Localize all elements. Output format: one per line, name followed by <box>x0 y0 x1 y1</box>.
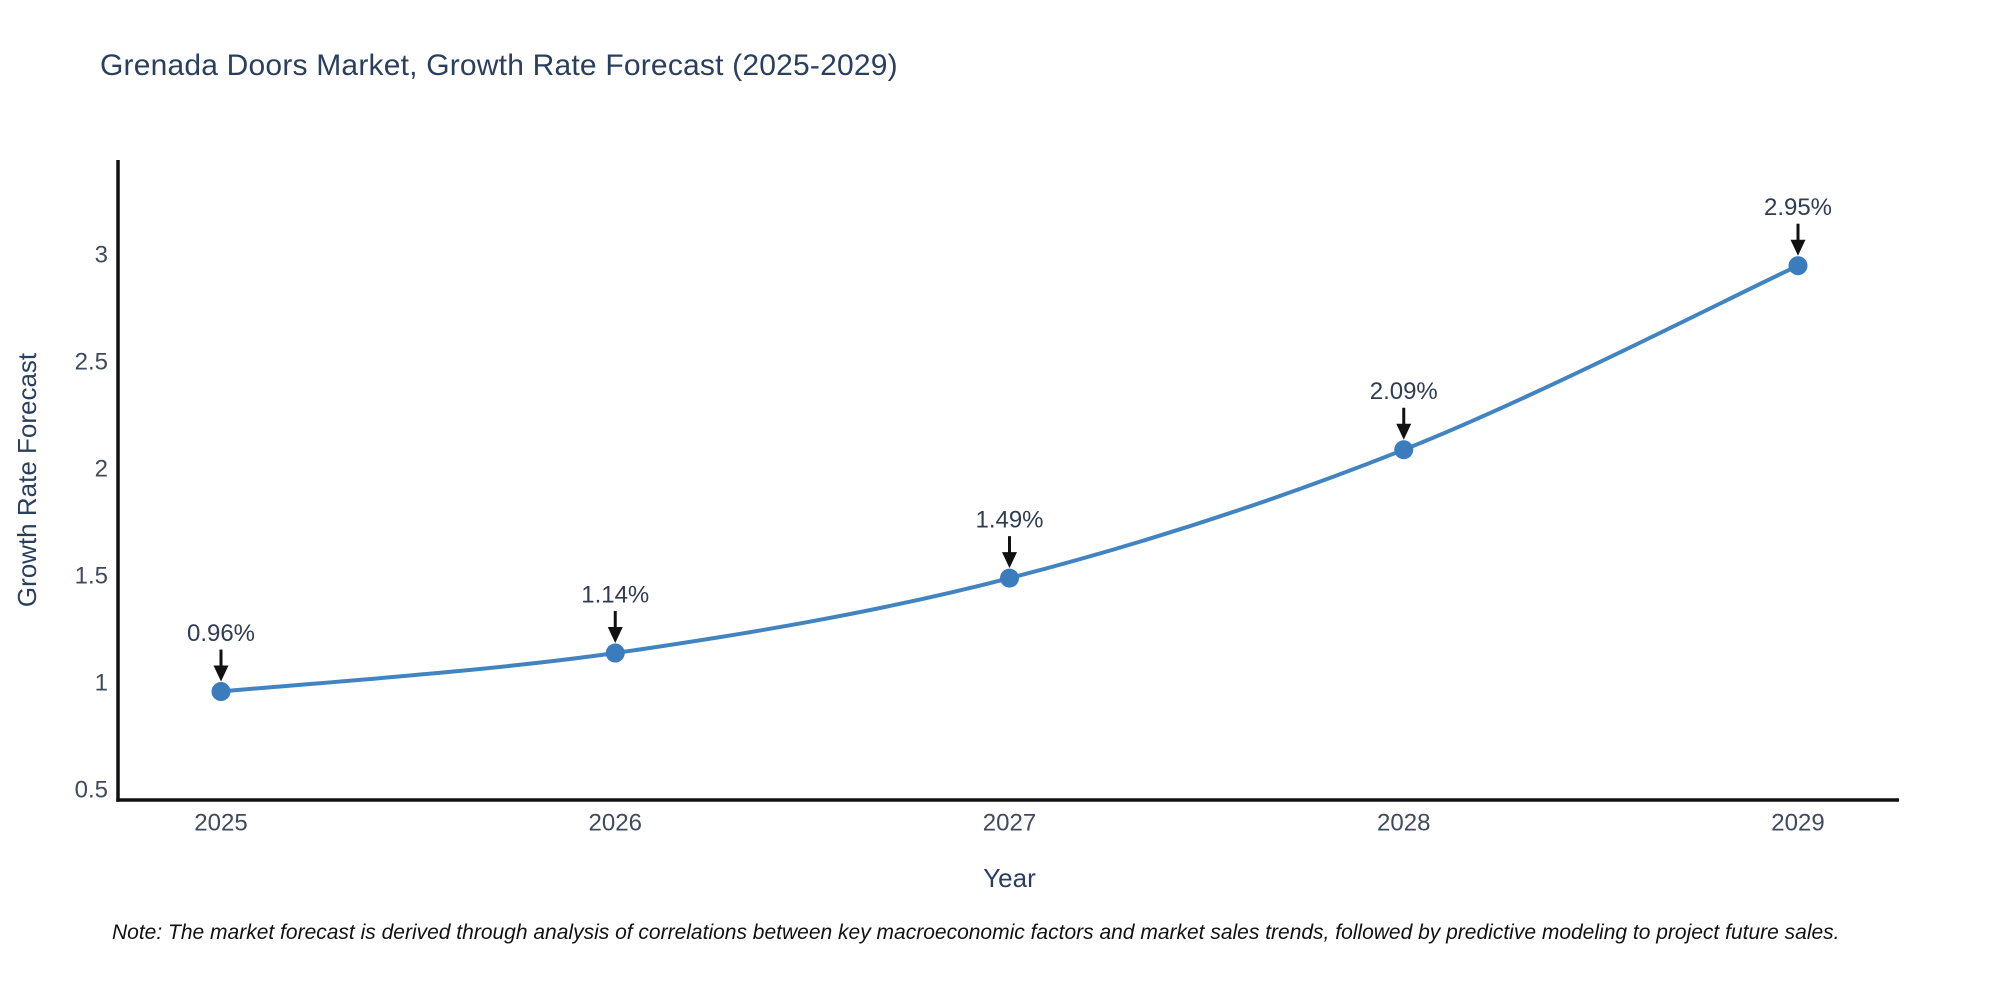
y-axis-title: Growth Rate Forecast <box>12 352 42 607</box>
data-point-marker[interactable] <box>1788 256 1808 276</box>
data-point-marker[interactable] <box>211 682 231 702</box>
footnote-text: Note: The market forecast is derived thr… <box>112 921 1840 944</box>
annotation-arrow-head-icon <box>213 665 229 682</box>
x-tick-label: 2025 <box>194 810 247 837</box>
annotation-arrow-head-icon <box>1002 552 1017 569</box>
data-point-marker[interactable] <box>1394 440 1414 460</box>
data-point-value-label: 1.49% <box>975 507 1043 534</box>
data-point-value-label: 0.96% <box>187 620 255 647</box>
x-tick-label: 2026 <box>589 810 642 837</box>
x-tick-label: 2029 <box>1771 810 1824 837</box>
x-tick-label: 2028 <box>1377 810 1430 837</box>
data-point-value-label: 1.14% <box>581 582 649 609</box>
annotation-arrow-head-icon <box>1396 423 1412 440</box>
data-point-value-label: 2.95% <box>1764 194 1832 221</box>
annotation-arrow-head-icon <box>607 627 623 644</box>
chart-title: Grenada Doors Market, Growth Rate Foreca… <box>100 49 898 82</box>
data-point-marker[interactable] <box>605 643 625 663</box>
x-tick-label: 2027 <box>983 810 1036 837</box>
annotation-arrow-head-icon <box>1790 239 1806 256</box>
x-axis-title: Year <box>983 863 1036 893</box>
y-tick-label: 2 <box>95 456 108 483</box>
y-tick-label: 3 <box>95 242 108 269</box>
data-point-value-label: 2.09% <box>1370 378 1438 405</box>
y-tick-label: 0.5 <box>75 777 108 804</box>
data-point-marker[interactable] <box>1000 568 1019 588</box>
forecast-line-series <box>219 263 1800 694</box>
y-tick-label: 2.5 <box>75 349 108 376</box>
y-tick-label: 1 <box>95 670 108 697</box>
y-tick-label: 1.5 <box>75 563 108 590</box>
